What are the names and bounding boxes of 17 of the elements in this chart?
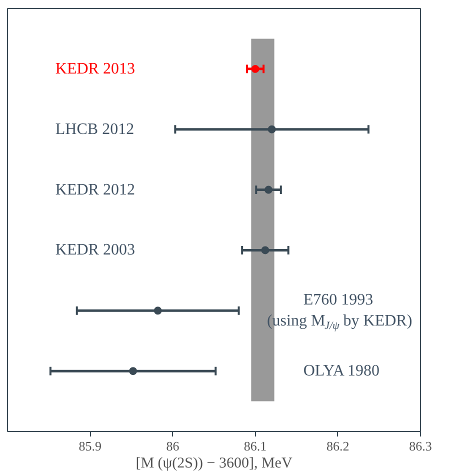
point <box>264 186 273 194</box>
y-tick-label: KEDR 2003 <box>55 242 135 259</box>
y-tick-label: OLYA 1980 <box>303 362 380 380</box>
point <box>268 125 276 134</box>
x-tick-label: 86.3 <box>409 438 432 454</box>
y-tick-label: KEDR 2012 <box>55 181 135 198</box>
point <box>154 306 162 315</box>
x-axis-title: [M (ψ(2S)) − 3600], MeV <box>136 456 292 472</box>
x-tick-label: 86.2 <box>326 438 350 454</box>
x-tick-label: 85.9 <box>78 438 102 454</box>
y-tick-label: KEDR 2013 <box>55 60 135 78</box>
point <box>129 367 138 376</box>
point <box>251 64 260 73</box>
x-tick-label: 86.1 <box>244 438 267 454</box>
point <box>261 246 270 254</box>
x-tick-label: 86 <box>166 438 180 454</box>
y-tick-label: LHCB 2012 <box>55 120 134 138</box>
